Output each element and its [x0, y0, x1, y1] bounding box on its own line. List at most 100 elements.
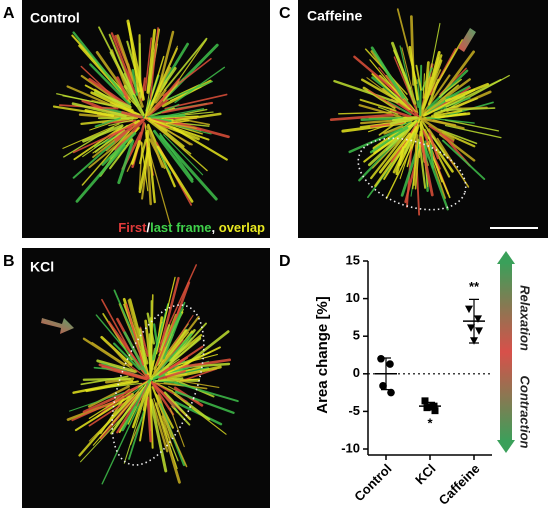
panel-label: D — [279, 253, 291, 270]
filament — [170, 112, 222, 123]
legend-part: , — [212, 220, 219, 235]
filament — [146, 312, 155, 345]
filament — [155, 276, 176, 355]
filament — [163, 377, 220, 389]
filament — [116, 34, 144, 108]
data-point — [387, 388, 395, 397]
filament — [445, 82, 490, 103]
filament — [150, 113, 186, 119]
significance: * — [427, 415, 433, 430]
arrow — [458, 28, 476, 52]
filament — [422, 142, 449, 211]
filament — [109, 138, 134, 170]
filament — [148, 118, 210, 141]
filament — [108, 33, 136, 96]
arrow-head — [497, 440, 515, 453]
filament — [87, 385, 130, 408]
filament — [161, 101, 214, 114]
filament — [436, 137, 470, 188]
filament — [383, 125, 404, 135]
filament — [423, 56, 440, 107]
filament — [428, 125, 455, 143]
filament — [142, 383, 150, 412]
filament — [149, 380, 154, 449]
filament — [94, 117, 121, 128]
y-tick-label: 5 — [353, 328, 360, 343]
x-tick-label: KCl — [412, 461, 438, 487]
y-tick-label: -5 — [348, 403, 360, 418]
filament — [108, 119, 134, 127]
filament — [442, 131, 476, 148]
filament — [146, 129, 156, 204]
filament — [445, 79, 502, 108]
filament — [372, 139, 400, 169]
filament — [391, 116, 418, 122]
y-tick-label: -10 — [341, 440, 360, 455]
data-point — [431, 407, 439, 415]
filament — [138, 147, 150, 194]
filament — [432, 119, 465, 130]
filament — [101, 403, 141, 485]
filament — [88, 131, 134, 169]
filament — [166, 365, 222, 380]
filament — [404, 126, 418, 148]
y-tick-label: 0 — [353, 365, 360, 380]
filament — [147, 146, 171, 226]
filament — [147, 103, 180, 118]
filament — [74, 395, 131, 432]
filament — [411, 124, 420, 146]
legend-part: / — [146, 220, 150, 235]
filament — [151, 381, 175, 409]
filament — [107, 320, 151, 381]
filament — [152, 129, 194, 183]
filament — [434, 112, 467, 120]
filament — [426, 144, 446, 199]
filament — [171, 405, 191, 426]
filament — [391, 41, 417, 105]
filament — [98, 26, 134, 96]
legend-part: overlap — [219, 220, 265, 235]
filament — [444, 119, 500, 132]
filament — [154, 382, 188, 403]
y-axis-label: Area change [%] — [314, 296, 331, 414]
filament — [370, 124, 414, 180]
filament — [150, 398, 169, 453]
filament — [92, 384, 146, 446]
filament — [173, 393, 227, 435]
filament — [149, 119, 168, 132]
y-tick-label: 15 — [346, 252, 360, 267]
filament — [169, 407, 185, 448]
filament — [73, 126, 123, 161]
error-bar — [469, 298, 479, 344]
data-point — [421, 397, 429, 405]
filament — [149, 399, 168, 473]
filament — [62, 123, 120, 149]
filament — [444, 124, 502, 139]
filament — [438, 78, 462, 98]
filament — [369, 126, 409, 154]
data-point — [379, 382, 387, 390]
filament — [163, 134, 204, 176]
filament — [144, 123, 151, 167]
filament — [114, 126, 133, 141]
filament — [101, 131, 137, 166]
filament — [174, 390, 235, 414]
filament — [155, 304, 182, 366]
filament — [154, 89, 167, 104]
filament — [71, 102, 127, 118]
filament — [89, 121, 113, 131]
filament — [117, 139, 135, 185]
filament — [166, 80, 213, 101]
filament — [82, 377, 131, 381]
filament — [408, 45, 419, 101]
filament — [84, 109, 115, 118]
filament — [114, 117, 146, 143]
filament — [329, 113, 395, 122]
filament — [93, 90, 132, 109]
filament — [123, 331, 148, 374]
filament — [154, 78, 181, 109]
x-tick-label: Caffeine — [436, 461, 483, 508]
filament — [367, 121, 417, 167]
filament — [131, 385, 149, 429]
filament — [438, 50, 475, 99]
